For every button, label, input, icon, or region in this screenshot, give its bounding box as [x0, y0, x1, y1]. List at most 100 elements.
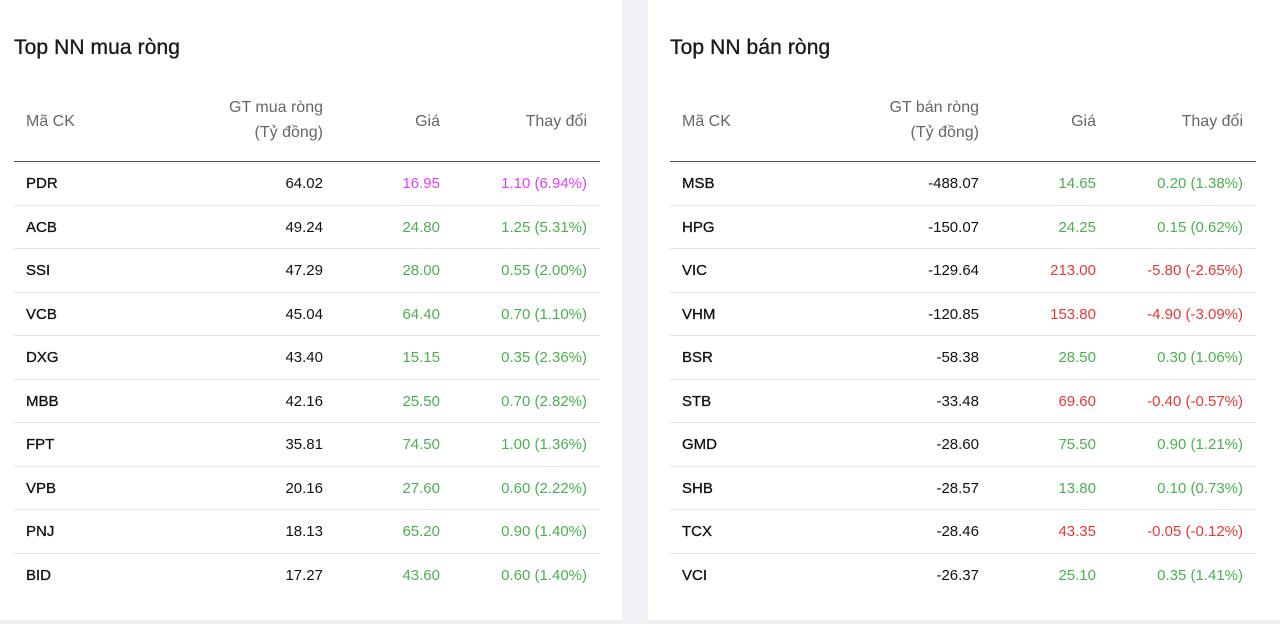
symbol-cell[interactable]: FPT [26, 436, 55, 453]
table-row[interactable]: BSR -58.38 28.50 0.30 (1.06%) [670, 336, 1256, 380]
price-cell: 64.40 [402, 305, 440, 323]
price-cell: 28.00 [402, 262, 440, 279]
header-net-value[interactable]: GT bán ròng (Tỷ đồng) [889, 95, 979, 145]
change-cell: 1.00 (1.36%) [501, 436, 587, 453]
table-row[interactable]: DXG 43.40 15.15 0.35 (2.36%) [14, 336, 600, 380]
symbol-cell[interactable]: STB [682, 392, 712, 410]
change-cell: 0.35 (2.36%) [501, 349, 587, 366]
price-cell: 13.80 [1058, 479, 1096, 497]
table-header: Mã CK GT mua ròng (Tỷ đồng) Giá Thay đổi [14, 94, 600, 162]
change-cell: 0.60 (1.40%) [501, 566, 587, 584]
change-cell: -5.80 (-2.65%) [1147, 262, 1243, 279]
net-value-cell: 17.27 [285, 566, 323, 584]
table-row[interactable]: PNJ 18.13 65.20 0.90 (1.40%) [14, 510, 600, 554]
table-row[interactable]: VCI -26.37 25.10 0.35 (1.41%) [670, 554, 1256, 598]
net-value-cell: -28.60 [936, 436, 979, 453]
table-header: Mã CK GT bán ròng (Tỷ đồng) Giá Thay đổi [670, 94, 1256, 162]
table-row[interactable]: MSB -488.07 14.65 0.20 (1.38%) [670, 162, 1256, 206]
change-cell: 0.55 (2.00%) [501, 262, 587, 279]
table-row[interactable]: PDR 64.02 16.95 1.10 (6.94%) [14, 162, 600, 206]
change-cell: -0.05 (-0.12%) [1147, 523, 1243, 540]
symbol-cell[interactable]: VPB [26, 479, 57, 497]
table-row[interactable]: VCB 45.04 64.40 0.70 (1.10%) [14, 293, 600, 336]
header-symbol[interactable]: Mã CK [26, 113, 75, 130]
price-cell: 14.65 [1058, 175, 1096, 192]
net-value-cell: 35.81 [285, 436, 323, 453]
symbol-cell[interactable]: PNJ [26, 523, 55, 540]
symbol-cell[interactable]: GMD [682, 436, 717, 453]
top-net-buy-panel: Top NN mua ròng Mã CK GT mua ròng (Tỷ đồ… [0, 0, 622, 620]
symbol-cell[interactable]: SSI [26, 262, 51, 279]
change-cell: -0.40 (-0.57%) [1147, 392, 1243, 410]
table-row[interactable]: VHM -120.85 153.80 -4.90 (-3.09%) [670, 293, 1256, 336]
price-cell: 27.60 [402, 479, 440, 497]
change-cell: 0.60 (2.22%) [501, 479, 587, 497]
symbol-cell[interactable]: SHB [682, 479, 713, 497]
change-cell: 0.35 (1.41%) [1157, 566, 1243, 584]
table-row[interactable]: VPB 20.16 27.60 0.60 (2.22%) [14, 467, 600, 510]
net-value-cell: -488.07 [928, 175, 979, 192]
symbol-cell[interactable]: VCB [26, 305, 57, 323]
table-row[interactable]: HPG -150.07 24.25 0.15 (0.62%) [670, 206, 1256, 249]
table-row[interactable]: TCX -28.46 43.35 -0.05 (-0.12%) [670, 510, 1256, 554]
symbol-cell[interactable]: ACB [26, 218, 57, 236]
net-value-cell: 43.40 [285, 349, 323, 366]
price-cell: 65.20 [402, 523, 440, 540]
net-value-cell: 64.02 [285, 175, 323, 192]
price-cell: 15.15 [402, 349, 440, 366]
table-row[interactable]: BID 17.27 43.60 0.60 (1.40%) [14, 554, 600, 598]
symbol-cell[interactable]: HPG [682, 218, 715, 236]
symbol-cell[interactable]: PDR [26, 175, 58, 192]
net-value-cell: -129.64 [928, 262, 979, 279]
net-value-cell: -58.38 [936, 349, 979, 366]
net-buy-table: Mã CK GT mua ròng (Tỷ đồng) Giá Thay đổi… [14, 94, 600, 597]
change-cell: 0.20 (1.38%) [1157, 175, 1243, 192]
header-price[interactable]: Giá [415, 113, 440, 130]
price-cell: 43.35 [1058, 523, 1096, 540]
table-row[interactable]: STB -33.48 69.60 -0.40 (-0.57%) [670, 380, 1256, 423]
net-sell-table: Mã CK GT bán ròng (Tỷ đồng) Giá Thay đổi… [670, 94, 1256, 597]
header-change[interactable]: Thay đổi [525, 113, 587, 130]
price-cell: 75.50 [1058, 436, 1096, 453]
change-cell: 1.25 (5.31%) [501, 218, 587, 236]
header-net-value[interactable]: GT mua ròng (Tỷ đồng) [229, 95, 323, 145]
header-price[interactable]: Giá [1071, 113, 1096, 130]
symbol-cell[interactable]: BSR [682, 349, 713, 366]
change-cell: 1.10 (6.94%) [501, 175, 587, 192]
net-value-cell: 47.29 [285, 262, 323, 279]
header-symbol[interactable]: Mã CK [682, 113, 731, 130]
table-row[interactable]: ACB 49.24 24.80 1.25 (5.31%) [14, 206, 600, 249]
change-cell: 0.90 (1.40%) [501, 523, 587, 540]
symbol-cell[interactable]: MBB [26, 392, 59, 410]
top-net-sell-panel: Top NN bán ròng Mã CK GT bán ròng (Tỷ đồ… [648, 0, 1280, 620]
header-net-value-unit: (Tỷ đồng) [254, 124, 323, 141]
price-cell: 43.60 [402, 566, 440, 584]
header-net-value-unit: (Tỷ đồng) [910, 124, 979, 141]
net-value-cell: 20.16 [285, 479, 323, 497]
price-cell: 153.80 [1050, 305, 1096, 323]
net-value-cell: 49.24 [285, 218, 323, 236]
change-cell: -4.90 (-3.09%) [1147, 305, 1243, 323]
symbol-cell[interactable]: TCX [682, 523, 712, 540]
panel-title: Top NN mua ròng [14, 36, 181, 59]
symbol-cell[interactable]: MSB [682, 175, 715, 192]
symbol-cell[interactable]: VIC [682, 262, 708, 279]
symbol-cell[interactable]: BID [26, 566, 52, 584]
table-body: MSB -488.07 14.65 0.20 (1.38%) HPG -150.… [670, 162, 1256, 597]
symbol-cell[interactable]: VCI [682, 566, 708, 584]
price-cell: 28.50 [1058, 349, 1096, 366]
header-change[interactable]: Thay đổi [1181, 113, 1243, 130]
table-row[interactable]: MBB 42.16 25.50 0.70 (2.82%) [14, 380, 600, 423]
price-cell: 25.10 [1058, 566, 1096, 584]
net-value-cell: -150.07 [928, 218, 979, 236]
table-row[interactable]: GMD -28.60 75.50 0.90 (1.21%) [670, 423, 1256, 467]
table-row[interactable]: FPT 35.81 74.50 1.00 (1.36%) [14, 423, 600, 467]
table-row[interactable]: SSI 47.29 28.00 0.55 (2.00%) [14, 249, 600, 293]
table-row[interactable]: SHB -28.57 13.80 0.10 (0.73%) [670, 467, 1256, 510]
symbol-cell[interactable]: DXG [26, 349, 59, 366]
symbol-cell[interactable]: VHM [682, 305, 716, 323]
table-row[interactable]: VIC -129.64 213.00 -5.80 (-2.65%) [670, 249, 1256, 293]
change-cell: 0.30 (1.06%) [1157, 349, 1243, 366]
change-cell: 0.70 (2.82%) [501, 392, 587, 410]
